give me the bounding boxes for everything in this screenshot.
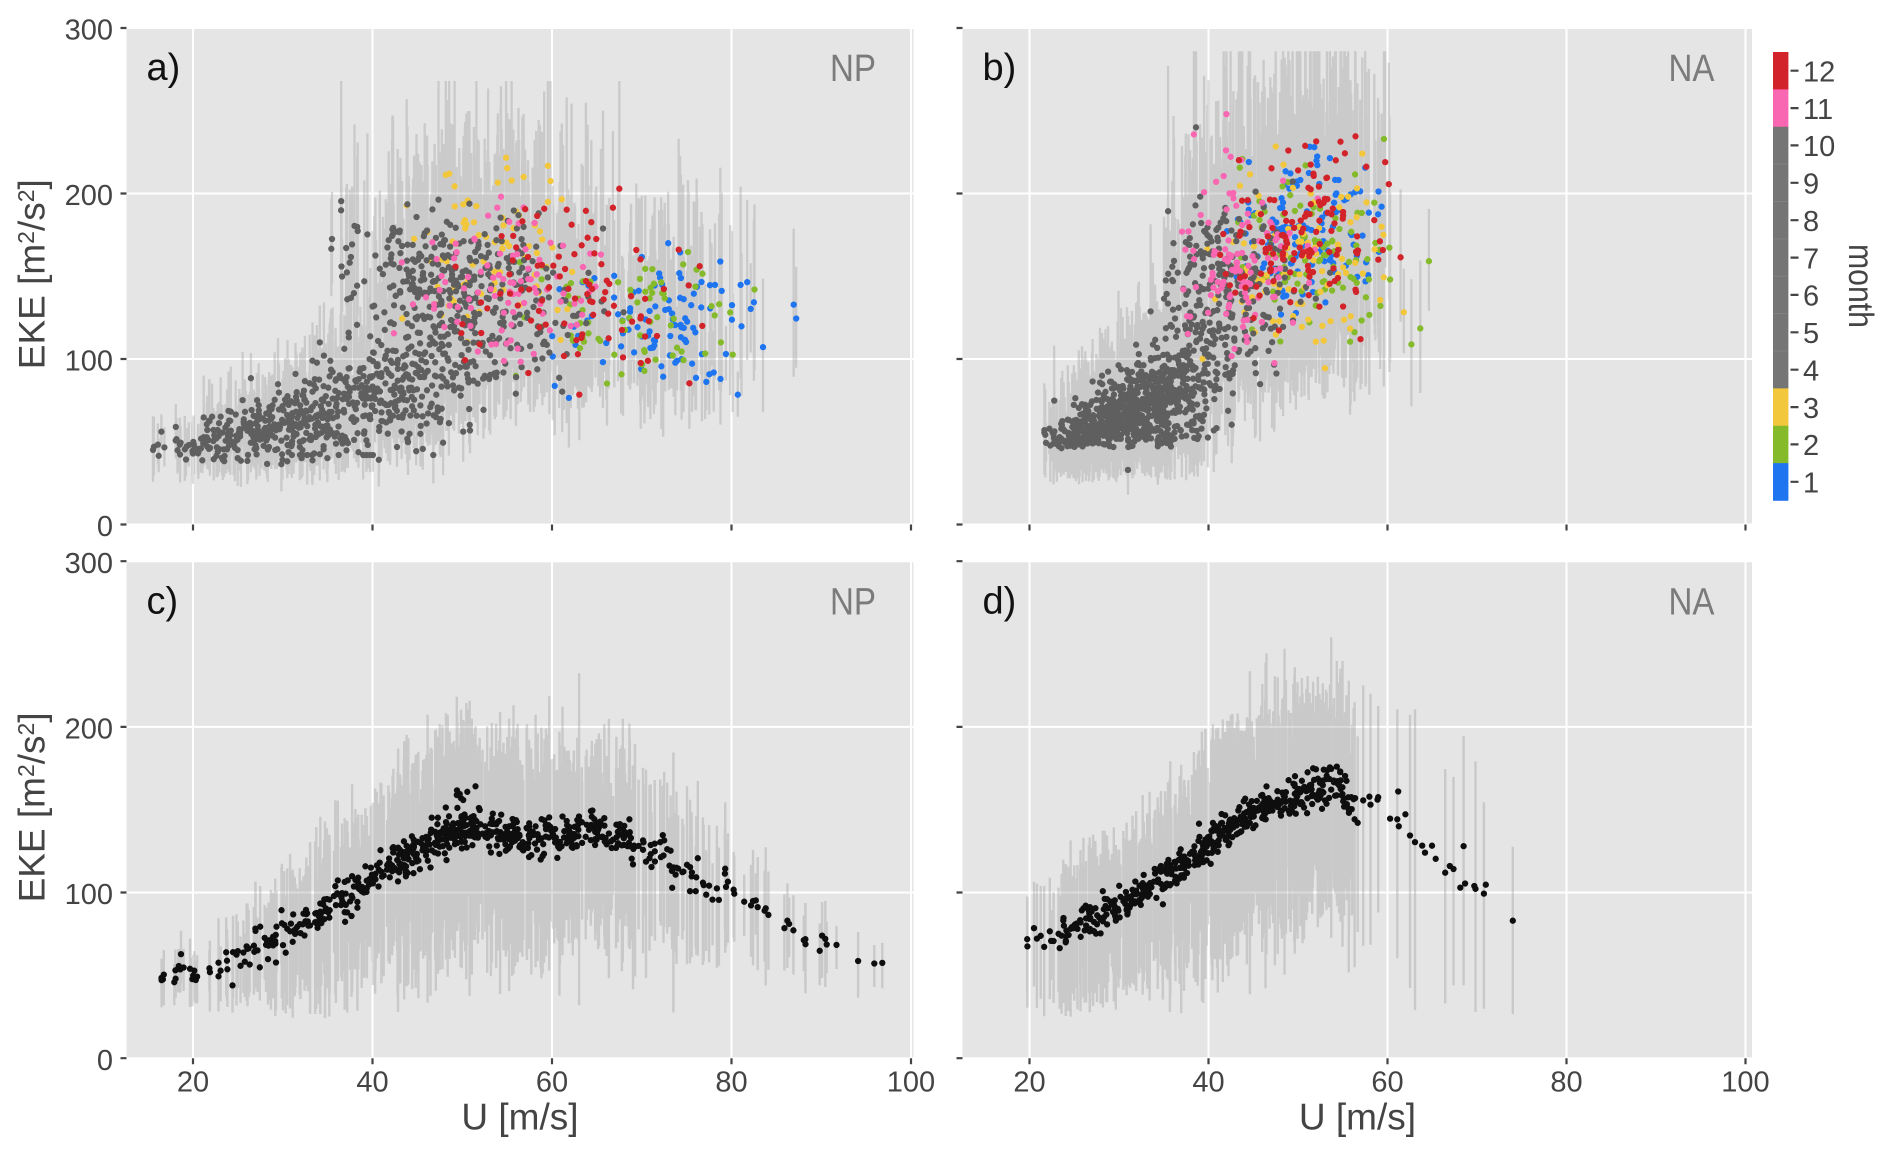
svg-text:7: 7 bbox=[1803, 243, 1819, 275]
svg-text:5: 5 bbox=[1803, 318, 1819, 350]
svg-text:NA: NA bbox=[1669, 581, 1716, 623]
svg-text:6: 6 bbox=[1803, 281, 1819, 313]
svg-text:300: 300 bbox=[65, 548, 113, 580]
svg-text:d): d) bbox=[983, 580, 1017, 622]
svg-text:NP: NP bbox=[830, 581, 876, 623]
svg-text:80: 80 bbox=[1550, 1067, 1582, 1099]
svg-text:80: 80 bbox=[715, 1067, 747, 1099]
svg-text:b): b) bbox=[983, 47, 1017, 89]
svg-text:20: 20 bbox=[177, 1067, 209, 1099]
svg-text:9: 9 bbox=[1803, 169, 1819, 201]
svg-text:NP: NP bbox=[830, 48, 876, 90]
svg-text:c): c) bbox=[147, 580, 179, 622]
svg-text:0: 0 bbox=[97, 1045, 113, 1077]
svg-text:11: 11 bbox=[1803, 94, 1833, 126]
svg-text:2: 2 bbox=[1803, 430, 1819, 462]
svg-text:NA: NA bbox=[1669, 48, 1716, 90]
svg-text:40: 40 bbox=[1192, 1067, 1224, 1099]
svg-text:EKE [m2/s2]: EKE [m2/s2] bbox=[12, 712, 53, 902]
svg-text:100: 100 bbox=[1721, 1067, 1769, 1099]
svg-text:10: 10 bbox=[1803, 131, 1835, 163]
svg-text:8: 8 bbox=[1803, 206, 1819, 238]
svg-text:4: 4 bbox=[1803, 356, 1819, 388]
svg-text:12: 12 bbox=[1803, 57, 1835, 89]
svg-text:100: 100 bbox=[65, 346, 113, 378]
svg-text:200: 200 bbox=[65, 714, 113, 746]
svg-text:0: 0 bbox=[97, 511, 113, 543]
svg-text:100: 100 bbox=[65, 879, 113, 911]
svg-text:40: 40 bbox=[356, 1067, 388, 1099]
svg-text:3: 3 bbox=[1803, 393, 1819, 425]
svg-text:1: 1 bbox=[1803, 468, 1819, 500]
svg-text:U [m/s]: U [m/s] bbox=[1299, 1097, 1416, 1138]
svg-text:60: 60 bbox=[1371, 1067, 1403, 1099]
svg-text:100: 100 bbox=[887, 1067, 935, 1099]
svg-text:a): a) bbox=[147, 47, 181, 89]
svg-text:month: month bbox=[1841, 244, 1880, 328]
svg-text:300: 300 bbox=[65, 15, 113, 47]
svg-text:200: 200 bbox=[65, 180, 113, 212]
svg-text:60: 60 bbox=[536, 1067, 568, 1099]
svg-text:20: 20 bbox=[1013, 1067, 1045, 1099]
svg-text:U [m/s]: U [m/s] bbox=[461, 1097, 578, 1138]
svg-text:EKE [m2/s2]: EKE [m2/s2] bbox=[12, 179, 53, 369]
